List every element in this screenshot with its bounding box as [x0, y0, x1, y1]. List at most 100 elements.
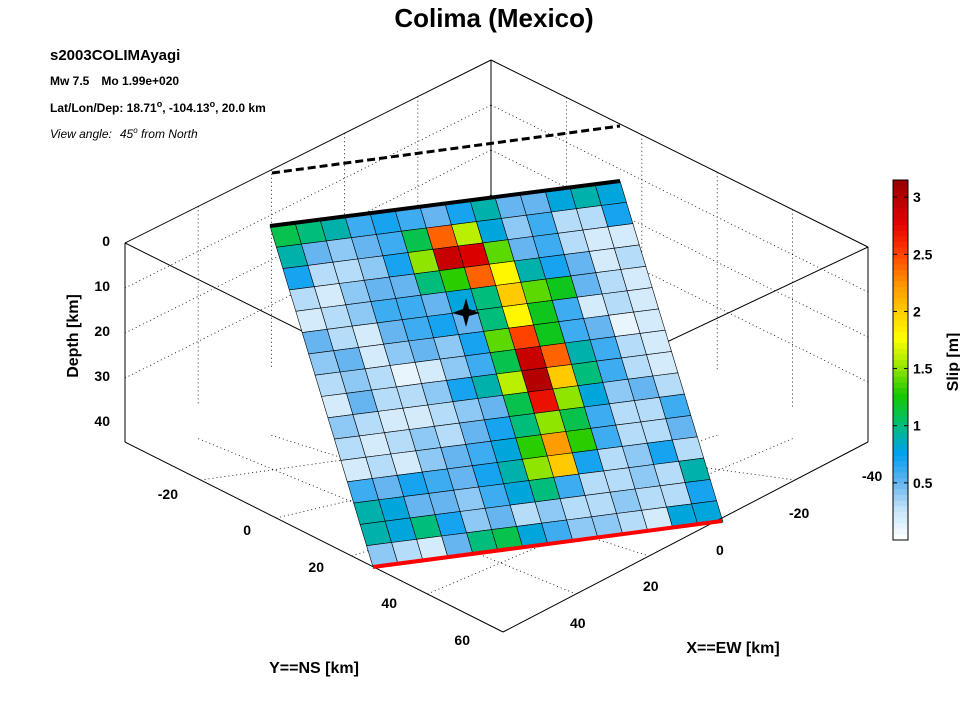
colorbar-swatch — [893, 326, 908, 333]
colorbar-swatch — [893, 393, 908, 400]
y-tick-label: 0 — [243, 522, 251, 538]
y-axis-label: Y==NS [km] — [269, 660, 359, 677]
colorbar-swatch — [893, 292, 908, 299]
colorbar-swatch — [893, 427, 908, 434]
colorbar-swatch — [893, 405, 908, 412]
y-axis: -20 0 20 40 60 Y==NS [km] — [158, 486, 470, 677]
lon-degree-mark: o — [210, 99, 216, 109]
colorbar-swatch — [893, 270, 908, 277]
axis-box-front — [124, 243, 869, 633]
z-tick-label: 0 — [102, 233, 110, 249]
colorbar-swatch — [893, 213, 908, 220]
colorbar-swatch — [893, 410, 908, 417]
z-tick-label: 10 — [94, 278, 110, 294]
lat-text: Lat/Lon/Dep: 18.71 — [50, 101, 157, 115]
colorbar-swatch — [893, 399, 908, 406]
colorbar-swatch — [893, 511, 908, 519]
colorbar-swatch — [893, 382, 908, 389]
colorbar-swatch — [893, 337, 908, 344]
colorbar: 0.5 1 1.5 2 2.5 3 Slip [m] — [892, 179, 960, 541]
colorbar-swatch — [893, 298, 908, 305]
slip-patch — [691, 500, 724, 526]
y-tick-label: 60 — [454, 632, 470, 648]
z-tick-label: 20 — [94, 323, 110, 339]
z-axis: 0 10 20 30 40 Depth [km] — [65, 233, 110, 429]
x-tick-label: -40 — [862, 468, 882, 484]
colorbar-swatch — [893, 230, 908, 237]
colorbar-swatch — [893, 360, 908, 367]
x-tick-label: 40 — [570, 615, 586, 631]
colorbar-swatch — [893, 343, 908, 350]
fault-bottom-edge — [372, 519, 723, 569]
colorbar-swatch — [893, 376, 908, 384]
x-tick-label: 20 — [643, 578, 659, 594]
colorbar-swatch — [893, 534, 908, 541]
colorbar-swatch — [893, 286, 908, 294]
hypocenter-star-icon — [452, 298, 480, 327]
z-tick-label: 30 — [94, 368, 110, 384]
mo-text: Mo 1.99e+020 — [101, 74, 179, 88]
colorbar-swatch — [893, 455, 908, 462]
colorbar-swatch — [893, 466, 908, 474]
colorbar-swatch — [893, 309, 908, 316]
colorbar-swatch — [893, 483, 908, 490]
colorbar-swatch — [893, 450, 908, 457]
colorbar-swatch — [893, 489, 908, 496]
colorbar-swatch — [893, 253, 908, 260]
colorbar-swatch — [893, 523, 908, 530]
z-tick-label: 40 — [94, 413, 110, 429]
colorbar-swatch — [893, 528, 908, 535]
colorbar-tick-label: 0.5 — [913, 475, 933, 491]
chart-title: Colima (Mexico) — [394, 3, 593, 33]
colorbar-swatch — [893, 500, 908, 507]
colorbar-swatch — [893, 331, 908, 339]
colorbar-swatch — [893, 416, 908, 423]
dep-text: , 20.0 km — [215, 101, 266, 115]
colorbar-swatch — [893, 478, 908, 485]
colorbar-swatch — [893, 180, 908, 187]
view-suffix: from North — [138, 127, 198, 141]
colorbar-swatch — [893, 472, 908, 479]
colorbar-label: Slip [m] — [945, 333, 960, 392]
fault-slip-surface — [269, 180, 724, 568]
colorbar-tick-label: 1.5 — [913, 361, 933, 377]
colorbar-swatch — [893, 236, 908, 243]
colorbar-swatch — [893, 219, 908, 226]
z-axis-label: Depth [km] — [65, 294, 82, 378]
magnitude-text: Mw 7.5 Mo 1.99e+020 — [50, 74, 179, 88]
colorbar-swatch — [893, 258, 908, 265]
colorbar-swatch — [893, 275, 908, 282]
colorbar-tick-label: 2 — [913, 303, 921, 319]
surface-trace-line — [271, 124, 621, 175]
x-tick-label: -20 — [789, 505, 809, 521]
colorbar-swatch — [893, 365, 908, 372]
mw-text: Mw 7.5 — [50, 74, 90, 88]
location-text: Lat/Lon/Dep: 18.71o, -104.13o, 20.0 km — [50, 99, 266, 115]
colorbar-swatch — [893, 196, 908, 204]
colorbar-tick-label: 2.5 — [913, 246, 933, 262]
view-label: View angle: — [50, 127, 112, 141]
colorbar-swatch — [893, 208, 908, 215]
colorbar-swatch — [893, 303, 908, 310]
x-axis-label: X==EW [km] — [686, 640, 779, 657]
colorbar-swatch — [893, 433, 908, 440]
fault-top-edge — [269, 179, 621, 228]
lon-text: , -104.13 — [162, 101, 210, 115]
colorbar-swatch — [893, 241, 908, 249]
colorbar-swatch — [893, 371, 908, 378]
colorbar-swatch — [893, 247, 908, 254]
colorbar-swatch — [893, 388, 908, 395]
view-angle-text: View angle: 45o from North — [50, 126, 198, 141]
lat-degree-mark: o — [157, 99, 163, 109]
y-tick-label: 40 — [381, 595, 397, 611]
colorbar-swatch — [893, 264, 908, 271]
colorbar-swatch — [893, 438, 908, 445]
event-id: s2003COLIMAyagi — [50, 47, 180, 64]
colorbar-swatch — [893, 281, 908, 288]
grid-line — [124, 104, 492, 289]
view-value: 45 — [120, 127, 134, 141]
colorbar-swatch — [893, 506, 908, 513]
colorbar-tick-label: 3 — [913, 189, 921, 205]
x-tick-label: 0 — [716, 542, 724, 558]
